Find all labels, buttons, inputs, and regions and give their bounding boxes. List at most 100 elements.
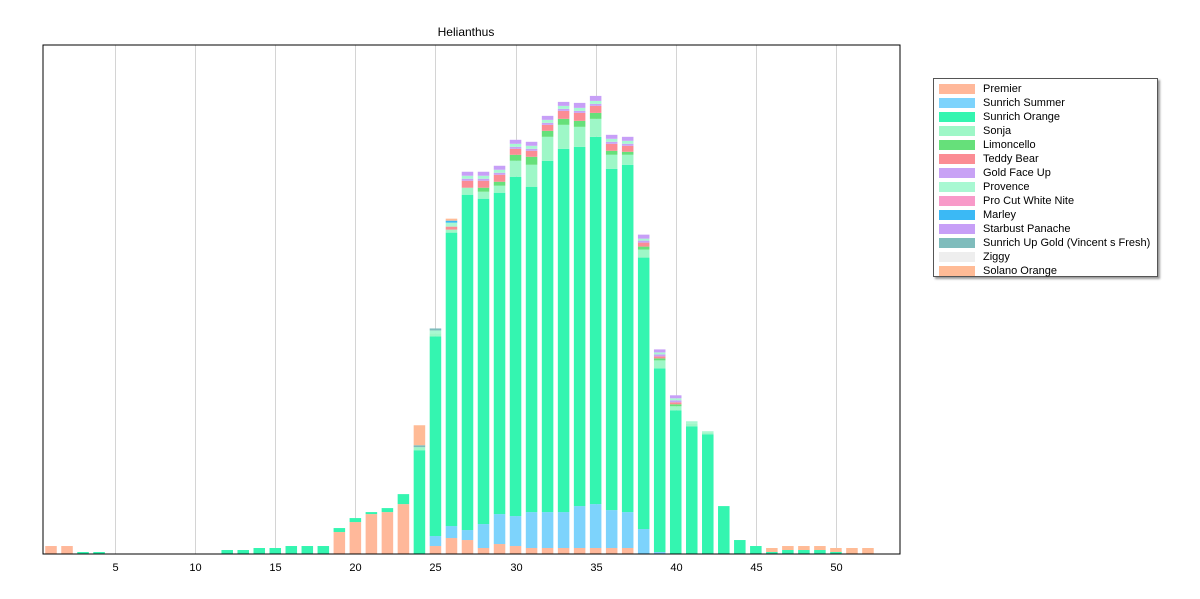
- bar-segment: [333, 528, 346, 533]
- bar-segment: [605, 548, 618, 554]
- bar-segment: [541, 130, 554, 137]
- bar-segment: [621, 143, 634, 146]
- bar-segment: [573, 102, 586, 108]
- bar-segment: [605, 143, 618, 151]
- bar-segment: [477, 178, 490, 181]
- bar-segment: [541, 512, 554, 549]
- bar-segment: [766, 552, 778, 554]
- bar-segment: [669, 410, 682, 554]
- bar-segment: [637, 249, 650, 258]
- bar-segment: [541, 124, 554, 131]
- legend-swatch: [939, 224, 975, 234]
- bar-segment: [557, 110, 570, 119]
- legend-item: Sunrich Orange: [939, 110, 1157, 124]
- legend-label: Pro Cut White Nite: [983, 195, 1075, 207]
- bar-segment: [782, 550, 794, 554]
- bar-segment: [573, 146, 586, 507]
- bar-segment: [285, 546, 298, 554]
- bar-segment: [589, 95, 602, 101]
- bar-segment: [397, 494, 410, 505]
- legend-label: Sonja: [983, 125, 1012, 137]
- legend-label: Marley: [983, 209, 1017, 221]
- legend-item: Marley: [939, 208, 1157, 222]
- legend-label: Sunrich Summer: [983, 97, 1065, 109]
- bar-segment: [718, 506, 730, 554]
- bar-segment: [77, 552, 89, 554]
- bar-segment: [509, 148, 522, 155]
- x-tick-label: 50: [830, 562, 842, 574]
- bar-segment: [477, 175, 490, 179]
- bar-segment: [653, 352, 666, 355]
- bar-segment: [445, 220, 458, 223]
- bar-segment: [445, 526, 458, 539]
- bar-segment: [509, 176, 522, 517]
- bar-segment: [493, 544, 506, 554]
- bar-segment: [541, 160, 554, 513]
- bar-segment: [349, 518, 362, 523]
- bar-segment: [461, 540, 474, 554]
- bar-segment: [605, 141, 618, 144]
- x-tick-label: 5: [112, 562, 118, 574]
- bar-segment: [557, 124, 570, 149]
- bar-segment: [589, 548, 602, 554]
- bar-segment: [573, 126, 586, 147]
- bar-segment: [365, 512, 378, 515]
- bar-segment: [525, 145, 538, 149]
- bar-segment: [814, 546, 826, 551]
- bar-segment: [605, 138, 618, 142]
- bar-segment: [669, 400, 682, 403]
- legend-swatch: [939, 168, 975, 178]
- legend-label: Teddy Bear: [983, 153, 1039, 165]
- bar-segment: [734, 540, 746, 554]
- bar-segment: [349, 522, 362, 554]
- bar-segment: [493, 181, 506, 186]
- bar-segment: [477, 524, 490, 549]
- legend-label: Gold Face Up: [983, 167, 1051, 179]
- legend-swatch: [939, 84, 975, 94]
- bar-segment: [637, 257, 650, 530]
- bar-stacks: [45, 95, 874, 554]
- bar-segment: [573, 506, 586, 549]
- bar-segment: [461, 175, 474, 179]
- bar-segment: [493, 514, 506, 545]
- bar-segment: [221, 550, 233, 554]
- bar-segment: [461, 530, 474, 541]
- bar-segment: [541, 136, 554, 161]
- legend-swatch: [939, 154, 975, 164]
- bar-segment: [750, 546, 762, 554]
- x-tick-label: 40: [670, 562, 682, 574]
- bar-segment: [525, 148, 538, 151]
- bar-segment: [573, 120, 586, 127]
- legend-swatch: [939, 112, 975, 122]
- bar-segment: [557, 101, 570, 106]
- x-tick-label: 35: [590, 562, 602, 574]
- bar-segment: [573, 110, 586, 113]
- bar-segment: [685, 423, 698, 427]
- bar-segment: [493, 192, 506, 515]
- legend-item: Ziggy: [939, 250, 1157, 264]
- bar-segment: [637, 234, 650, 239]
- bar-segment: [846, 548, 858, 554]
- bar-segment: [589, 118, 602, 137]
- bar-segment: [589, 136, 602, 505]
- legend-label: Starbust Panache: [983, 223, 1071, 235]
- bar-segment: [413, 445, 426, 448]
- bar-segment: [509, 143, 522, 147]
- legend-item: Premier: [939, 82, 1157, 96]
- legend-swatch: [939, 126, 975, 136]
- bar-segment: [397, 504, 410, 554]
- bar-segment: [525, 141, 538, 146]
- legend-label: Sunrich Up Gold (Vincent s Fresh): [983, 237, 1151, 249]
- bar-segment: [557, 548, 570, 554]
- bar-segment: [301, 546, 314, 554]
- bar-segment: [445, 232, 458, 527]
- bar-segment: [782, 546, 794, 551]
- bar-segment: [445, 218, 458, 221]
- bar-segment: [589, 100, 602, 104]
- legend-item: Sonja: [939, 124, 1157, 138]
- bar-segment: [381, 508, 394, 513]
- bar-segment: [541, 122, 554, 125]
- bar-segment: [477, 180, 490, 188]
- bar-segment: [621, 136, 634, 141]
- bar-segment: [525, 164, 538, 187]
